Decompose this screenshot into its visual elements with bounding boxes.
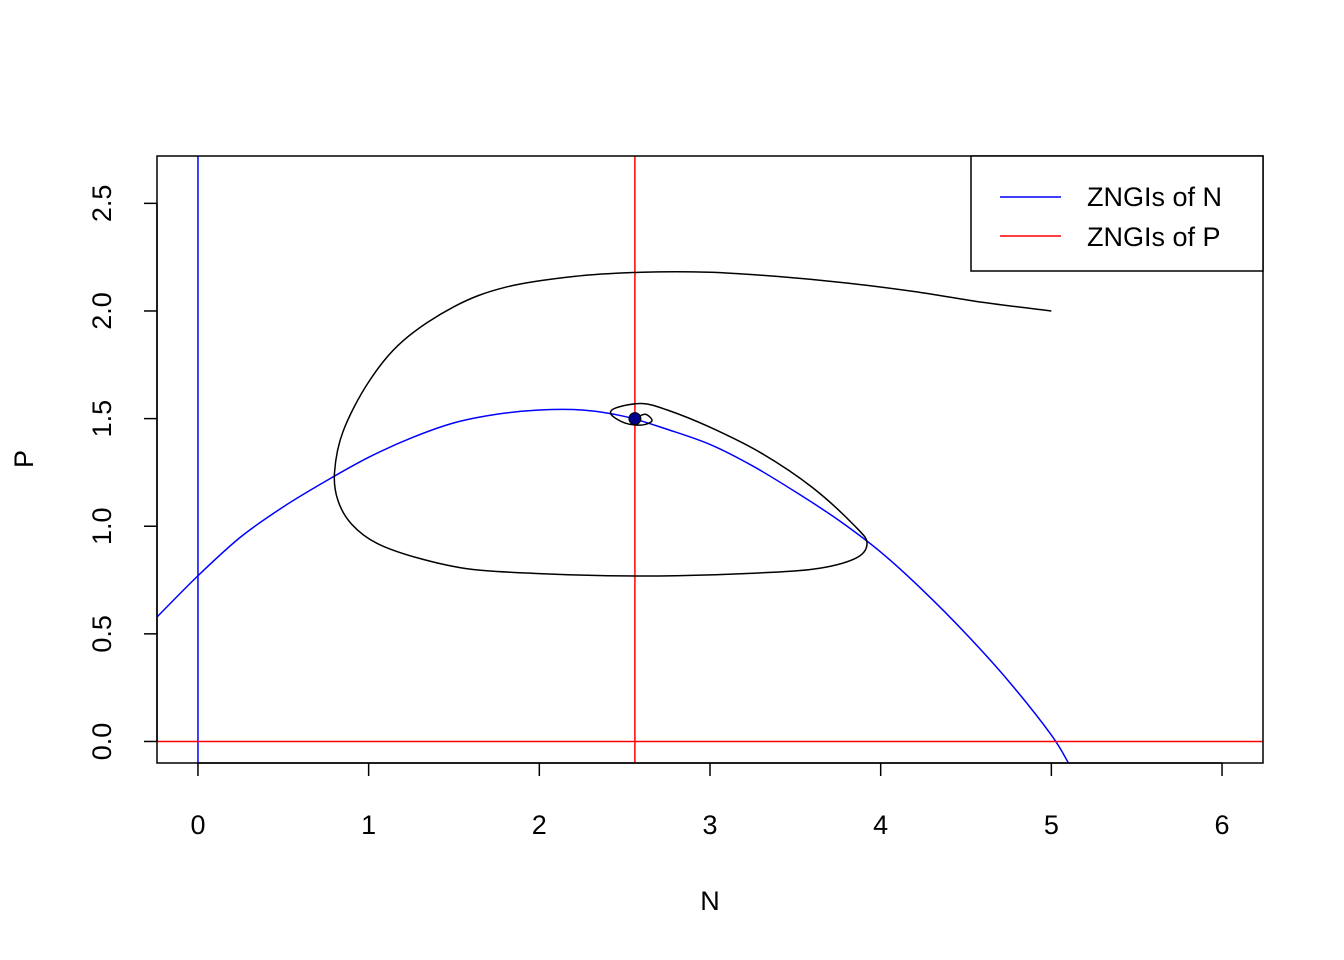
legend-box (970, 155, 1264, 272)
equilibrium-point (628, 412, 642, 426)
legend: ZNGIs of N ZNGIs of P (970, 155, 1264, 272)
x-tick-label: 4 (873, 810, 888, 840)
y-tick-label: 2.5 (87, 185, 117, 223)
plot-frame (156, 155, 1264, 764)
x-axis-label: N (700, 886, 720, 916)
series-layer (157, 156, 1263, 763)
legend-label-p: ZNGIs of P (1087, 222, 1221, 252)
x-tick-label: 5 (1044, 810, 1059, 840)
y-axis: 0.0 0.5 1.0 1.5 2.0 2.5 (87, 185, 158, 761)
y-axis-label: P (9, 450, 39, 468)
y-tick-label: 0.5 (87, 615, 117, 653)
x-tick-label: 3 (702, 810, 717, 840)
y-tick-label: 0.0 (87, 723, 117, 761)
series-curve-1 (157, 408, 1070, 763)
series-trajectory-4 (333, 270, 1052, 577)
x-tick-label: 0 (190, 810, 205, 840)
y-tick-label: 1.0 (87, 507, 117, 545)
x-tick-label: 1 (361, 810, 376, 840)
y-tick-label: 1.5 (87, 400, 117, 438)
x-tick-label: 6 (1215, 810, 1230, 840)
x-axis: 0 1 2 3 4 5 6 (190, 762, 1230, 840)
legend-label-n: ZNGIs of N (1087, 182, 1222, 212)
y-tick-label: 2.0 (87, 292, 117, 330)
x-tick-label: 2 (532, 810, 547, 840)
